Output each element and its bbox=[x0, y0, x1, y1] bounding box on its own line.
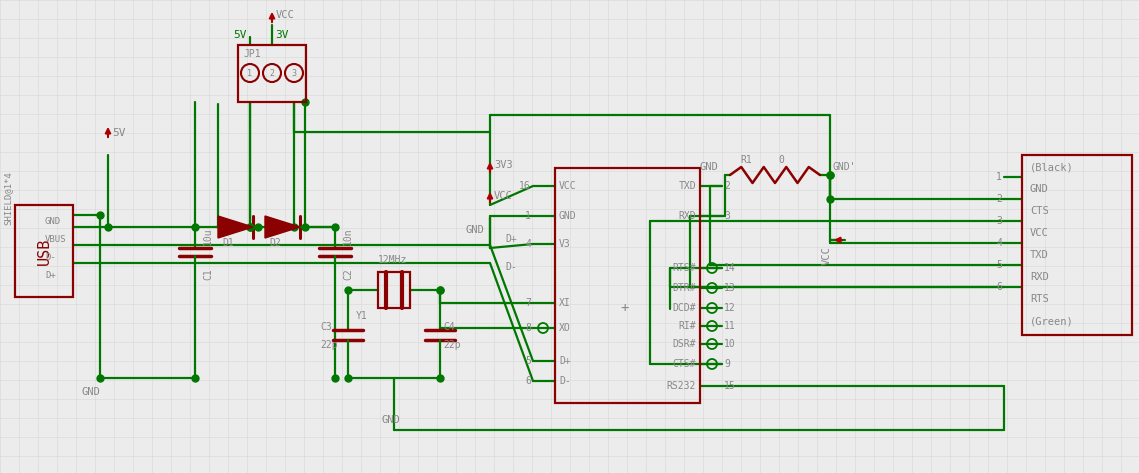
Text: 2: 2 bbox=[270, 69, 274, 78]
Bar bbox=[1022, 155, 1132, 335]
Bar bbox=[555, 168, 700, 403]
Text: 5: 5 bbox=[525, 356, 531, 366]
Text: C1: C1 bbox=[203, 268, 213, 280]
Text: D-: D- bbox=[46, 253, 56, 262]
Text: 1: 1 bbox=[997, 172, 1002, 182]
Polygon shape bbox=[218, 216, 253, 238]
Text: (Green): (Green) bbox=[1030, 316, 1074, 326]
Text: 16: 16 bbox=[519, 181, 531, 191]
Text: 3: 3 bbox=[997, 216, 1002, 226]
Text: 3V: 3V bbox=[276, 30, 289, 40]
Text: 14: 14 bbox=[724, 263, 736, 273]
Text: R1: R1 bbox=[740, 155, 752, 165]
Text: VCC: VCC bbox=[276, 10, 295, 20]
Text: GND': GND' bbox=[833, 162, 857, 172]
Text: D1: D1 bbox=[222, 238, 233, 248]
Text: VCC: VCC bbox=[559, 181, 576, 191]
Text: RTS#: RTS# bbox=[672, 263, 696, 273]
Text: 10n: 10n bbox=[343, 228, 353, 245]
Bar bbox=[15, 205, 73, 297]
Text: GND: GND bbox=[1030, 184, 1049, 194]
Text: 5V: 5V bbox=[233, 30, 247, 40]
Text: CTS#: CTS# bbox=[672, 359, 696, 369]
Text: DCD#: DCD# bbox=[672, 303, 696, 313]
Text: XI: XI bbox=[559, 298, 571, 308]
Text: GND: GND bbox=[559, 211, 576, 221]
Text: GND: GND bbox=[700, 162, 719, 172]
Text: 5: 5 bbox=[997, 260, 1002, 270]
Text: Y1: Y1 bbox=[357, 311, 368, 321]
Text: XO: XO bbox=[559, 323, 571, 333]
Text: 10u: 10u bbox=[203, 228, 213, 245]
Polygon shape bbox=[265, 216, 300, 238]
Text: GND: GND bbox=[82, 387, 100, 397]
Text: V3: V3 bbox=[559, 239, 571, 249]
Text: GND: GND bbox=[466, 225, 485, 235]
Text: 1: 1 bbox=[247, 69, 253, 78]
Text: JP1: JP1 bbox=[243, 49, 261, 59]
Text: D-: D- bbox=[559, 376, 571, 386]
Text: 15: 15 bbox=[724, 381, 736, 391]
Text: 22p: 22p bbox=[443, 340, 460, 350]
Text: D-: D- bbox=[505, 262, 517, 272]
Text: 3: 3 bbox=[724, 211, 730, 221]
Text: VCC: VCC bbox=[1030, 228, 1049, 238]
Text: C4: C4 bbox=[443, 322, 454, 332]
Text: 1: 1 bbox=[525, 211, 531, 221]
Text: RI#: RI# bbox=[679, 321, 696, 331]
Text: D+: D+ bbox=[505, 234, 517, 244]
Text: D+: D+ bbox=[46, 271, 56, 280]
Text: GND: GND bbox=[46, 217, 62, 226]
Text: RTS: RTS bbox=[1030, 294, 1049, 304]
Text: RXD: RXD bbox=[679, 211, 696, 221]
Text: TXD: TXD bbox=[1030, 250, 1049, 260]
Text: 2: 2 bbox=[724, 181, 730, 191]
Text: VCC: VCC bbox=[494, 191, 513, 201]
Text: 4: 4 bbox=[997, 238, 1002, 248]
Text: RS232: RS232 bbox=[666, 381, 696, 391]
Text: VBUS: VBUS bbox=[46, 235, 66, 244]
Bar bbox=[378, 272, 410, 308]
Bar bbox=[238, 45, 306, 102]
Text: SHIELD@1*4: SHIELD@1*4 bbox=[3, 171, 13, 225]
Text: D2: D2 bbox=[269, 238, 280, 248]
Text: 3V3: 3V3 bbox=[494, 160, 513, 170]
Text: 2: 2 bbox=[997, 194, 1002, 204]
Text: 8: 8 bbox=[525, 323, 531, 333]
Text: 4: 4 bbox=[525, 239, 531, 249]
Text: 5V: 5V bbox=[112, 128, 125, 138]
Text: 12MHz: 12MHz bbox=[378, 255, 408, 265]
Text: D+: D+ bbox=[559, 356, 571, 366]
Text: 22p: 22p bbox=[320, 340, 337, 350]
Text: C2: C2 bbox=[343, 268, 353, 280]
Text: VCC: VCC bbox=[822, 246, 831, 265]
Text: 0: 0 bbox=[778, 155, 784, 165]
Text: (Black): (Black) bbox=[1030, 162, 1074, 172]
Text: TXD: TXD bbox=[679, 181, 696, 191]
Text: 11: 11 bbox=[724, 321, 736, 331]
Text: GND: GND bbox=[382, 415, 401, 425]
Text: +: + bbox=[621, 301, 629, 315]
Text: 7: 7 bbox=[525, 298, 531, 308]
Text: USB: USB bbox=[36, 237, 51, 265]
Text: 3: 3 bbox=[292, 69, 296, 78]
Text: DSR#: DSR# bbox=[672, 339, 696, 349]
Text: 10: 10 bbox=[724, 339, 736, 349]
Text: 6: 6 bbox=[997, 282, 1002, 292]
Text: 9: 9 bbox=[724, 359, 730, 369]
Text: 6: 6 bbox=[525, 376, 531, 386]
Text: CTS: CTS bbox=[1030, 206, 1049, 216]
Text: 12: 12 bbox=[724, 303, 736, 313]
Text: RXD: RXD bbox=[1030, 272, 1049, 282]
Text: C3: C3 bbox=[320, 322, 331, 332]
Text: DTR#: DTR# bbox=[672, 283, 696, 293]
Text: 13: 13 bbox=[724, 283, 736, 293]
